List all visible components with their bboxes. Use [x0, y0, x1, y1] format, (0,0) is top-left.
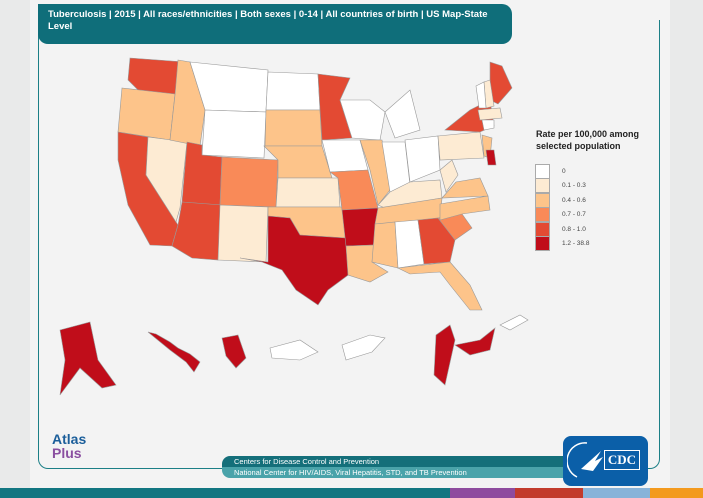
footer-banner: Centers for Disease Control and Preventi…: [222, 456, 567, 478]
state-oh[interactable]: [404, 135, 441, 183]
legend-item: 0.7 - 0.7: [535, 207, 589, 223]
state-as[interactable]: [269, 339, 319, 361]
state-ga[interactable]: [417, 217, 456, 265]
state-ms[interactable]: [371, 221, 399, 269]
page-title: Tuberculosis | 2015 | All races/ethnicit…: [38, 4, 512, 44]
bottom-stripe: [0, 488, 703, 498]
legend-title: Rate per 100,000 among selected populati…: [536, 129, 640, 151]
legend-swatch: [535, 163, 550, 179]
state-wi[interactable]: [339, 99, 386, 141]
state-ia[interactable]: [321, 139, 369, 173]
state-mi[interactable]: [384, 89, 421, 139]
state-dc[interactable]: [221, 334, 247, 369]
state-mp[interactable]: [454, 327, 496, 356]
state-il[interactable]: [359, 139, 391, 206]
legend-swatch: [535, 236, 550, 252]
stripe-segment: [583, 488, 650, 498]
state-tx[interactable]: [239, 215, 356, 306]
legend-swatch: [535, 221, 550, 237]
state-ks[interactable]: [275, 177, 341, 208]
legend-item: 0: [535, 163, 589, 179]
legend-swatch: [535, 178, 550, 194]
legend-item: 0.4 - 0.6: [535, 192, 589, 208]
state-gu[interactable]: [433, 324, 456, 386]
footer-line-2: National Center for HIV/AIDS, Viral Hepa…: [222, 467, 567, 478]
state-co[interactable]: [219, 156, 279, 208]
footer-line-1: Centers for Disease Control and Preventi…: [222, 456, 567, 467]
legend-label: 1.2 - 38.8: [562, 240, 590, 248]
legend-item: 0.1 - 0.3: [535, 178, 589, 194]
hhs-eagle-icon: [567, 442, 603, 478]
state-va[interactable]: [441, 177, 489, 199]
state-ct[interactable]: [481, 119, 495, 131]
legend-label: 0.1 - 0.3: [562, 182, 586, 190]
state-wv[interactable]: [439, 159, 459, 193]
state-ak[interactable]: [59, 321, 117, 396]
state-sd[interactable]: [264, 109, 323, 147]
state-fl[interactable]: [396, 261, 483, 311]
state-vt[interactable]: [475, 81, 487, 109]
state-or[interactable]: [117, 87, 176, 141]
legend-swatch: [535, 207, 550, 223]
legend-label: 0.4 - 0.6: [562, 196, 586, 204]
legend-item: 1.2 - 38.8: [535, 236, 590, 252]
state-de[interactable]: [485, 149, 497, 166]
state-vi[interactable]: [499, 314, 529, 331]
legend-swatch: [535, 192, 550, 208]
stripe-segment: [450, 488, 515, 498]
legend-item: 0.8 - 1.0: [535, 221, 589, 237]
state-nd[interactable]: [265, 71, 321, 111]
legend-label: 0.8 - 1.0: [562, 225, 586, 233]
legend-label: 0: [562, 167, 566, 175]
legend-label: 0.7 - 0.7: [562, 211, 586, 219]
atlasplus-logo[interactable]: Atlas Plus: [52, 431, 87, 461]
stripe-segment: [515, 488, 583, 498]
state-wy[interactable]: [201, 109, 267, 159]
state-me[interactable]: [489, 61, 513, 105]
state-nc[interactable]: [439, 195, 491, 221]
state-ar[interactable]: [341, 207, 379, 247]
state-pa[interactable]: [437, 131, 485, 161]
stripe-segment: [650, 488, 703, 498]
state-nm[interactable]: [217, 204, 269, 263]
legend: 0 0.1 - 0.3 0.4 - 0.6 0.7 - 0.7 0.8 - 1.0 1.2…: [535, 163, 590, 252]
state-ma[interactable]: [477, 107, 503, 121]
cdc-logo[interactable]: CDC: [563, 436, 648, 486]
state-pr[interactable]: [341, 334, 386, 361]
state-hi[interactable]: [147, 331, 201, 373]
